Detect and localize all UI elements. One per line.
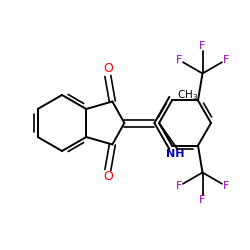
Text: F: F — [176, 55, 182, 65]
Text: F: F — [223, 181, 230, 191]
Text: CH$_3$: CH$_3$ — [177, 88, 199, 102]
Text: F: F — [223, 55, 230, 65]
Text: O: O — [103, 170, 113, 183]
Text: NH: NH — [166, 149, 185, 159]
Text: F: F — [199, 41, 206, 51]
Text: F: F — [199, 195, 206, 205]
Text: F: F — [176, 181, 182, 191]
Text: O: O — [103, 62, 113, 76]
